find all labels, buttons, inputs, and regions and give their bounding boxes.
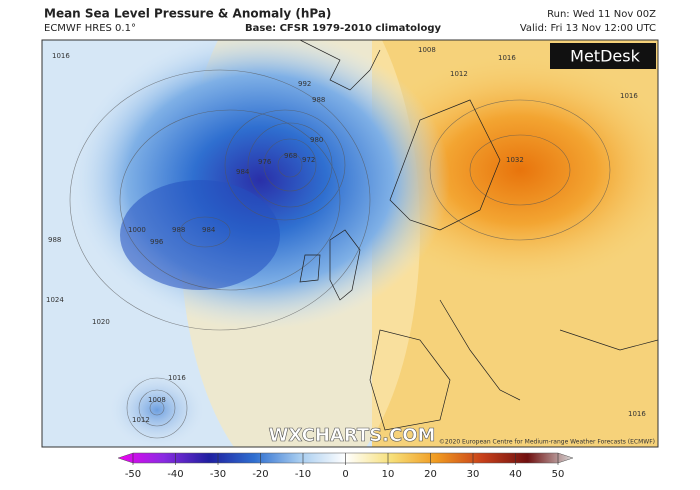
isobar-label: 1032 — [506, 156, 524, 164]
isobar-label: 1008 — [148, 396, 166, 404]
isobar-label: 972 — [302, 156, 315, 164]
isobar-label: 1016 — [620, 92, 638, 100]
isobar-label: 988 — [312, 96, 325, 104]
isobar-label: 1016 — [168, 374, 186, 382]
colorbar-tick-label: 50 — [552, 469, 565, 480]
isobar-label: 984 — [236, 168, 250, 176]
colorbar: -50 -40 -30 -20 -10 0 10 20 30 40 50 — [117, 452, 574, 480]
colorbar-tick-label: -50 — [125, 469, 141, 480]
isobar-label: 1016 — [52, 52, 70, 60]
colorbar-tick-label: 10 — [382, 469, 395, 480]
model: ECMWF HRES 0.1° — [44, 23, 136, 34]
valid: Valid: Fri 13 Nov 12:00 UTC — [520, 23, 656, 34]
logo-box — [550, 43, 656, 69]
colorbar-tick-label: -20 — [252, 469, 268, 480]
colorbar-tick-label: -30 — [210, 469, 226, 480]
logo: MetDesk — [570, 47, 640, 66]
colorbar-tick-label: 40 — [509, 469, 522, 480]
isobar-label: 1008 — [418, 46, 436, 54]
map: MetDesk WXCHARTS.COM ©2020 European Cent… — [42, 40, 658, 447]
map-frame — [41, 39, 659, 448]
copyright: ©2020 European Centre for Medium-range W… — [439, 439, 655, 446]
watermark: WXCHARTS.COM — [269, 425, 436, 446]
run: Run: Wed 11 Nov 00Z — [547, 9, 656, 20]
isobar-label: 996 — [150, 238, 164, 246]
isobar-label: 1012 — [132, 416, 150, 424]
colorbar-tick-label: -40 — [167, 469, 183, 480]
colorbar-tick-label: 20 — [424, 469, 437, 480]
isobar-label: 1000 — [128, 226, 146, 234]
isobar-label: 984 — [202, 226, 216, 234]
isobar-label: 968 — [284, 152, 297, 160]
isobar-label: 980 — [310, 136, 323, 144]
isobar-label: 1024 — [46, 296, 64, 304]
isobar-label: 976 — [258, 158, 272, 166]
isobar-labels: 968 972 976 980 984 988 992 988 984 988 … — [46, 46, 646, 424]
isobar-label: 988 — [172, 226, 185, 234]
isobar-label: 988 — [48, 236, 61, 244]
isobar-label: 1012 — [450, 70, 468, 78]
isobar-label: 1020 — [92, 318, 110, 326]
colorbar-tick-label: 0 — [342, 469, 348, 480]
title: Mean Sea Level Pressure & Anomaly (hPa) — [44, 7, 331, 21]
isobar-label: 992 — [298, 80, 311, 88]
colorbar-tick-label: 30 — [467, 469, 480, 480]
colorbar-tick-label: -10 — [295, 469, 311, 480]
isobar-label: 1016 — [628, 410, 646, 418]
base: Base: CFSR 1979-2010 climatology — [245, 23, 441, 34]
isobar-label: 1016 — [498, 54, 516, 62]
